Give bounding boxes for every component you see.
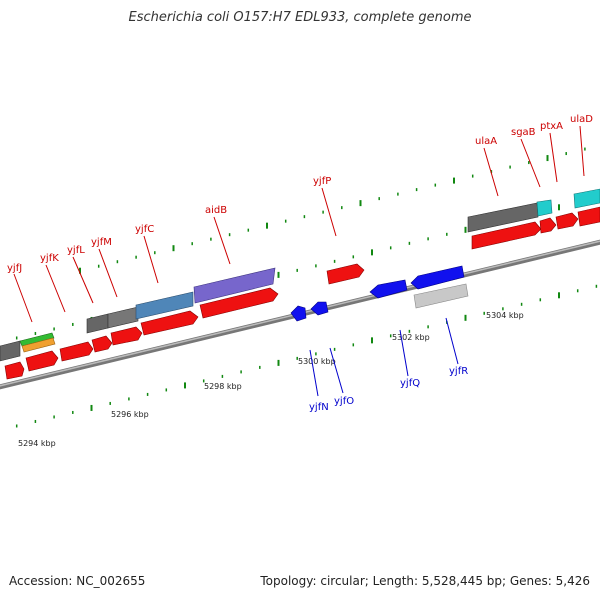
feature-lane-forward (4, 206, 600, 380)
kbp-labels: 5294 kbp 5296 kbp 5298 kbp 5300 kbp 5302… (18, 311, 524, 448)
gene-grey-2 (86, 313, 109, 334)
gene-rev-yjfN (290, 305, 307, 322)
label-yjfP: yjfP (313, 176, 331, 187)
tick-marks (15, 147, 598, 428)
top-labels: yjfJ yjfK yjfL yjfM yjfC aidB yjfP ulaA … (7, 114, 593, 323)
gene-aidB-purple (193, 267, 276, 304)
label-yjfO: yjfO (334, 396, 354, 407)
gene-rev-yjfQ (369, 279, 408, 299)
accession-text: Accession: NC_002655 (9, 574, 146, 588)
gene-fwd-ulaA (471, 221, 542, 250)
feature-lane-reverse (290, 265, 469, 322)
kbp-label-5298: 5298 kbp (204, 382, 242, 391)
label-yjfQ: yjfQ (400, 378, 420, 389)
gene-fwd-4 (91, 335, 113, 353)
label-yjfC: yjfC (135, 224, 154, 235)
kbp-label-5300: 5300 kbp (298, 357, 336, 366)
gene-fwd-ptxA (555, 212, 579, 230)
label-ulaD: ulaD (570, 114, 593, 125)
gene-sgaB-cyan (536, 199, 553, 217)
gene-fwd-yjfP (326, 263, 365, 285)
gene-fwd-5 (110, 326, 143, 346)
label-yjfN: yjfN (309, 402, 329, 413)
gene-yjfK-orange (21, 337, 56, 353)
kbp-label-5296: 5296 kbp (111, 410, 149, 419)
label-yjfR: yjfR (449, 366, 468, 377)
gene-fwd-ulaD (577, 206, 600, 227)
bottom-labels: yjfN yjfO yjfQ yjfR (309, 317, 468, 413)
gene-fwd-3 (59, 341, 94, 362)
gene-grey-3 (107, 306, 139, 329)
label-yjfM: yjfM (91, 237, 112, 248)
label-aidB: aidB (205, 205, 227, 216)
gene-fwd-7 (199, 287, 279, 319)
gene-ulaA-grey (467, 202, 539, 233)
map-title: Escherichia coli O157:H7 EDL933, complet… (128, 10, 472, 25)
gene-yjfC-steel (135, 291, 194, 320)
gene-fwd-2 (25, 350, 59, 372)
kbp-label-5294: 5294 kbp (18, 439, 56, 448)
kbp-label-5304: 5304 kbp (486, 311, 524, 320)
label-yjfL: yjfL (67, 245, 85, 256)
label-sgaB: sgaB (511, 127, 536, 138)
gene-rev-yjfR-upper (410, 265, 465, 290)
label-ulaA: ulaA (475, 136, 497, 147)
gene-grey (0, 340, 21, 362)
label-ptxA: ptxA (540, 121, 563, 132)
feature-lane-outer (0, 188, 600, 362)
gene-fwd-6 (140, 310, 199, 336)
kbp-label-5302: 5302 kbp (392, 333, 430, 342)
label-yjfJ: yjfJ (7, 263, 22, 274)
label-yjfK: yjfK (40, 253, 59, 264)
gene-fwd-1 (4, 361, 25, 380)
genome-summary-text: Topology: circular; Length: 5,528,445 bp… (260, 574, 590, 588)
gene-ulaD-cyan (573, 188, 600, 209)
gene-rev-yjfR-grey (413, 283, 469, 309)
gene-yjfJ-green (19, 332, 55, 347)
gene-rev-yjfO (310, 301, 329, 316)
gene-fwd-sgaB (539, 217, 557, 234)
